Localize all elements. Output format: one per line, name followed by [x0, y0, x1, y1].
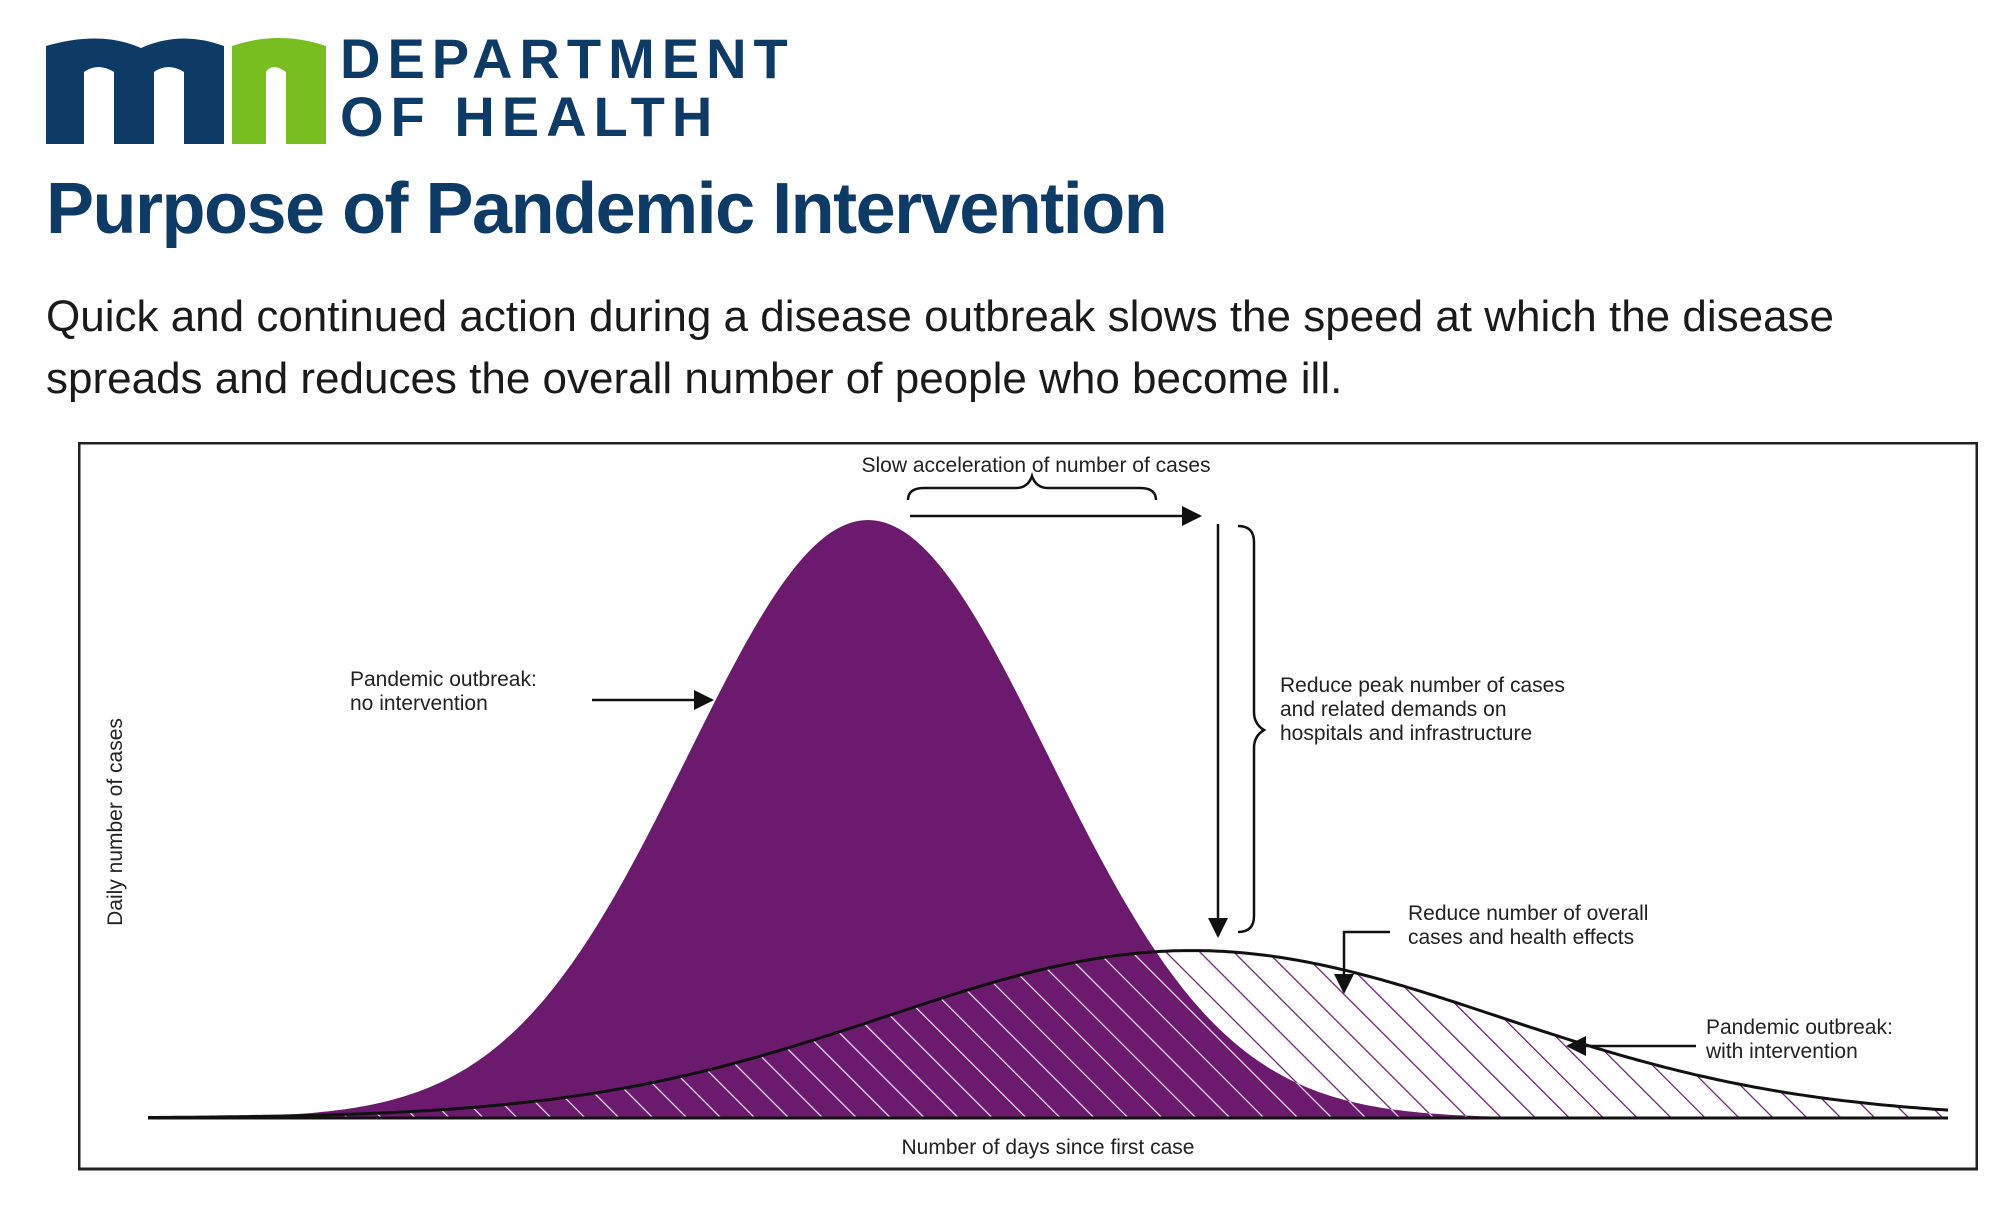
- annotation-with-intervention-line-2: with intervention: [1705, 1040, 1858, 1063]
- annotation-reduce-peak-line-1: Reduce peak number of cases: [1280, 674, 1565, 697]
- epidemic-curve-chart: Number of days since first case Daily nu…: [78, 442, 1978, 1172]
- annotation-reduce-overall-line-2: cases and health effects: [1408, 926, 1634, 949]
- page-subtitle: Quick and continued action during a dise…: [46, 292, 1835, 403]
- annotation-slow-acceleration: Slow acceleration of number of cases: [861, 454, 1210, 477]
- annotation-reduce-peak-line-3: hospitals and infrastructure: [1280, 722, 1532, 745]
- logo-n-shape: [232, 38, 326, 144]
- chart-svg: Number of days since first case Daily nu…: [78, 442, 1978, 1171]
- mn-department-of-health-logo: [46, 38, 326, 144]
- department-name: DEPARTMENT OF HEALTH: [340, 30, 795, 146]
- annotation-reduce-peak-brace: [1237, 524, 1267, 934]
- annotation-reduce-overall-arrow: [1334, 930, 1390, 994]
- x-axis-label: Number of days since first case: [902, 1136, 1195, 1159]
- page-title: Purpose of Pandemic Intervention: [46, 169, 1168, 249]
- logo-m-shape: [46, 38, 224, 144]
- annotation-reduce-peak-line-2: and related demands on: [1280, 698, 1507, 721]
- annotation-reduce-overall-line-1: Reduce number of overall: [1408, 902, 1648, 925]
- annotation-slow-acceleration-brace: [906, 472, 1158, 501]
- y-axis-label: Daily number of cases: [104, 718, 127, 926]
- annotation-no-intervention-line-2: no intervention: [350, 692, 488, 715]
- series-no-intervention-area: [148, 520, 1948, 1118]
- series-with-intervention-overlap-hatch: [148, 951, 1948, 1118]
- annotation-with-intervention-line-1: Pandemic outbreak:: [1706, 1016, 1893, 1039]
- annotation-no-intervention-line-1: Pandemic outbreak:: [350, 668, 537, 691]
- department-line-1: DEPARTMENT: [340, 27, 795, 90]
- series-with-intervention-line: [148, 949, 1949, 1119]
- department-line-2: OF HEALTH: [340, 85, 720, 148]
